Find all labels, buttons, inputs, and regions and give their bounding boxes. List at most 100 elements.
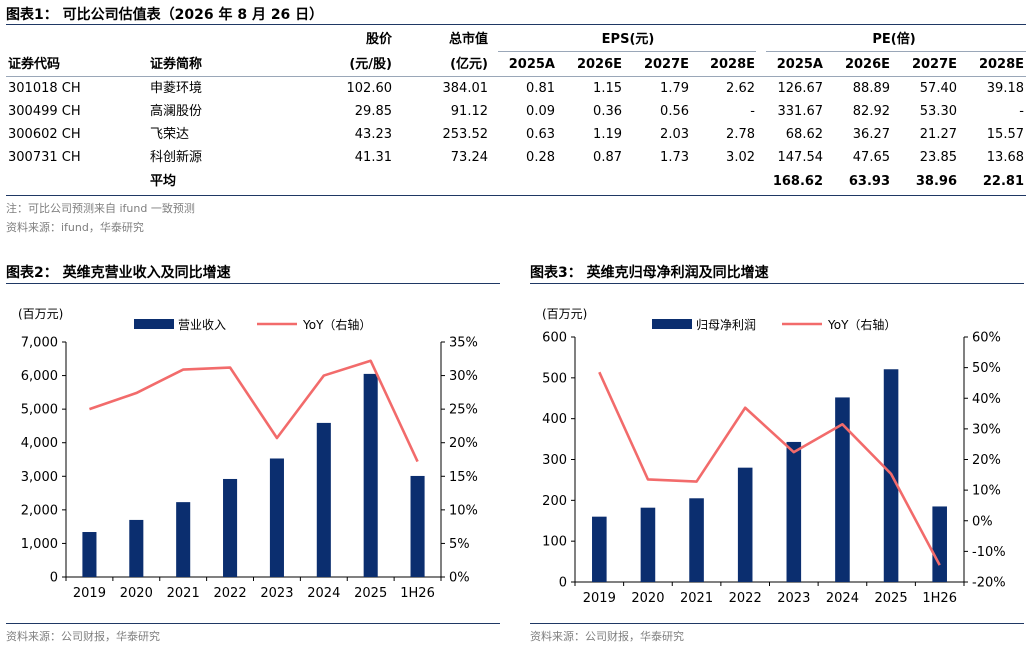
cell-pe: 57.40 <box>919 81 957 96</box>
fig1-note: 注：可比公司预测来自 ifund 一致预测 <box>6 202 195 215</box>
bar <box>223 478 238 577</box>
cell-pe: 126.67 <box>777 81 824 96</box>
y-right-tick-label: 60% <box>972 331 1001 346</box>
cell-pe: 331.67 <box>777 104 824 119</box>
header-mcap-unit: (亿元) <box>450 57 488 72</box>
bar <box>932 506 947 582</box>
cell-pe: 47.65 <box>852 150 890 165</box>
cell-mcap: 73.24 <box>450 150 488 165</box>
cell-price: 102.60 <box>346 81 393 96</box>
bar <box>835 397 850 582</box>
cell-pe: 13.68 <box>986 150 1024 165</box>
eps-group-rule <box>498 51 756 52</box>
x-tick-label: 2024 <box>307 586 340 601</box>
legend-line-label: YoY（右轴） <box>827 317 896 332</box>
header-year: 2028E <box>709 57 755 72</box>
revenue-chart: 0 1,000 2,000 3,000 4,000 5,000 6,000 7,000 0% 5%… <box>18 307 478 601</box>
fig3-bottom-rule <box>530 623 1024 624</box>
y-left-tick-label: 0 <box>559 576 567 591</box>
header-year: 2027E <box>911 57 957 72</box>
legend-bar-swatch <box>652 319 692 329</box>
yoy-line <box>89 359 419 463</box>
header-mcap: 总市值 <box>448 32 488 47</box>
fig2-title: 图表2： 英维克营业收入及同比增速 <box>6 265 231 281</box>
header-eps-group: EPS(元) <box>601 32 655 47</box>
legend-bar-swatch <box>134 319 174 329</box>
header-bottom-rule <box>6 76 1026 77</box>
cell-eps: 0.87 <box>593 150 622 165</box>
cell-code: 300731 CH <box>8 150 81 165</box>
cell-eps: 3.02 <box>726 150 755 165</box>
fig1-top-rule <box>6 24 1026 25</box>
cell-name: 科创新源 <box>150 150 203 165</box>
x-tick-label: 2020 <box>120 586 153 601</box>
fig2-top-rule <box>6 283 500 284</box>
header-pe-group: PE(倍) <box>872 32 916 47</box>
pe-group-rule <box>766 51 1026 52</box>
y-left-tick-label: 7,000 <box>21 336 58 351</box>
bar <box>786 441 802 582</box>
cell-eps: 1.15 <box>593 81 622 96</box>
cell-pe: 53.30 <box>919 104 957 119</box>
y-left-tick-label: 6,000 <box>21 369 58 384</box>
cell-mcap: 91.12 <box>450 104 488 119</box>
fig2-source: 资料来源：公司财报，华泰研究 <box>6 630 160 643</box>
header-price-unit: (元/股) <box>349 57 392 72</box>
y-left-tick-label: 600 <box>542 331 567 346</box>
cell-eps: 0.56 <box>660 104 689 119</box>
y-left-tick-label: 300 <box>542 453 567 468</box>
y-right-tick-label: 15% <box>449 470 478 485</box>
header-year: 2027E <box>643 57 689 72</box>
cell-pe: 39.18 <box>986 81 1024 96</box>
cell-price: 41.31 <box>354 150 392 165</box>
cell-pe: 88.89 <box>852 81 890 96</box>
y-unit-label: (百万元) <box>542 307 587 321</box>
y-left-tick-label: 1,000 <box>21 537 58 552</box>
cell-eps: 0.81 <box>526 81 555 96</box>
x-tick-label: 2019 <box>73 586 106 601</box>
cell-eps: 0.09 <box>526 104 555 119</box>
cell-eps: 1.19 <box>593 127 622 142</box>
y-right-tick-label: 50% <box>972 361 1001 376</box>
cell-eps: 0.63 <box>526 127 555 142</box>
cell-pe: 36.27 <box>852 127 890 142</box>
y-left-tick-label: 100 <box>542 535 567 550</box>
cell-avg-label: 平均 <box>150 174 177 189</box>
header-name: 证券简称 <box>150 57 203 72</box>
header-price: 股价 <box>365 32 392 47</box>
bar <box>689 498 704 582</box>
header-year: 2028E <box>978 57 1024 72</box>
bar <box>316 422 331 577</box>
y-left-tick-label: 2,000 <box>21 503 58 518</box>
fig3-top-rule <box>530 283 1024 284</box>
bar <box>592 516 607 582</box>
cell-pe: 15.57 <box>986 127 1024 142</box>
net-profit-chart: 0 100 200 300 400 500 600 -20% -10% 0% 10% 20% 30% 40… <box>542 307 1006 606</box>
cell-avg-pe: 168.62 <box>772 174 823 189</box>
cell-price: 43.23 <box>354 127 392 142</box>
bar <box>410 475 425 577</box>
cell-avg-pe: 22.81 <box>982 174 1024 189</box>
cell-code: 301018 CH <box>8 81 81 96</box>
fig1-source: 资料来源：ifund，华泰研究 <box>6 221 144 234</box>
cell-avg-pe: 63.93 <box>848 174 890 189</box>
yoy-line <box>598 371 941 566</box>
y-left-tick-label: 5,000 <box>21 403 58 418</box>
x-tick-label: 2024 <box>826 591 859 606</box>
cell-eps: 1.73 <box>660 150 689 165</box>
cell-eps: 0.36 <box>593 104 622 119</box>
fig1-bottom-rule <box>6 195 1026 196</box>
y-right-tick-label: 10% <box>972 484 1001 499</box>
cell-eps: 1.79 <box>660 81 689 96</box>
cell-eps: 2.03 <box>660 127 689 142</box>
header-year: 2025A <box>508 57 555 72</box>
y-left-tick-label: 500 <box>542 371 567 386</box>
fig3-source: 资料来源：公司财报，华泰研究 <box>530 630 684 643</box>
cell-pe: 68.62 <box>785 127 823 142</box>
cell-pe: 23.85 <box>919 150 957 165</box>
y-right-tick-label: 40% <box>972 392 1001 407</box>
cell-pe: - <box>1019 104 1024 119</box>
bar <box>363 373 378 577</box>
legend-line-label: YoY（右轴） <box>302 317 371 332</box>
header-year: 2026E <box>576 57 622 72</box>
